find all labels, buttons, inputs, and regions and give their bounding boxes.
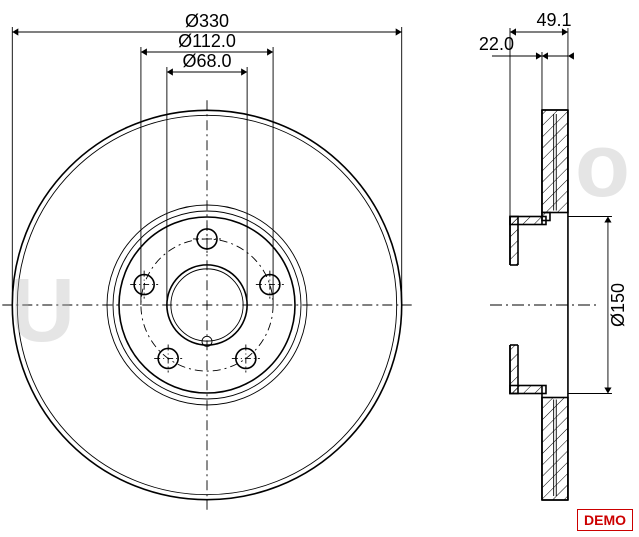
technical-drawing: Ø330Ø112.0Ø68.0 49.1 22.0 Ø150 — [0, 0, 639, 537]
svg-text:22.0: 22.0 — [479, 34, 514, 54]
svg-text:49.1: 49.1 — [536, 10, 571, 30]
demo-badge: DEMO — [577, 509, 633, 531]
svg-text:Ø330: Ø330 — [185, 11, 229, 31]
svg-text:Ø150: Ø150 — [608, 283, 628, 327]
svg-text:Ø112.0: Ø112.0 — [178, 31, 236, 51]
svg-text:Ø68.0: Ø68.0 — [182, 51, 231, 71]
